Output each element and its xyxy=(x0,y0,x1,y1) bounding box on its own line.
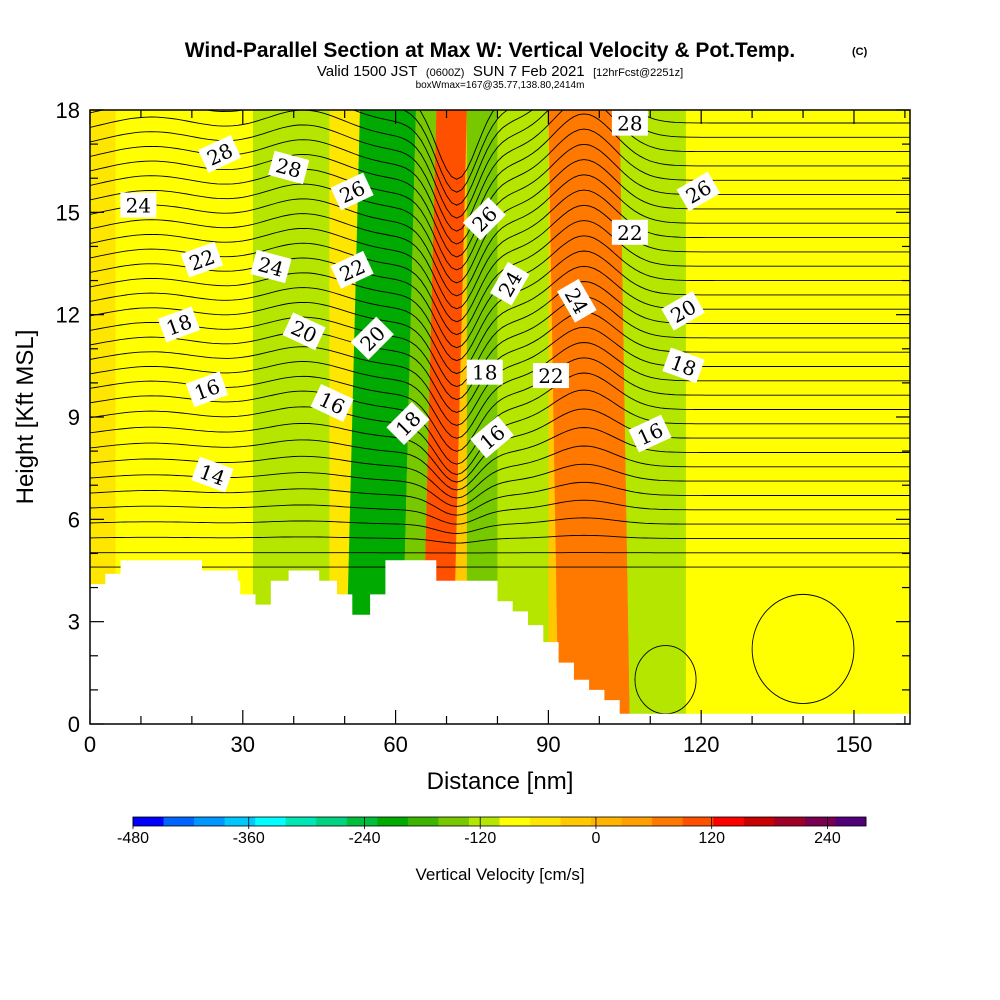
x-tick-label: 0 xyxy=(84,732,96,757)
colorbar-swatch xyxy=(530,817,561,826)
colorbar-title: Vertical Velocity [cm/s] xyxy=(415,865,584,884)
y-tick-label: 6 xyxy=(68,507,80,532)
colorbar-swatch xyxy=(163,817,195,826)
terrain xyxy=(90,560,910,724)
theta-contour xyxy=(90,499,910,525)
theta-contour xyxy=(90,372,910,465)
chart-title: Wind-Parallel Section at Max W: Vertical… xyxy=(185,39,796,62)
colorbar-swatch xyxy=(804,817,836,826)
theta-contour xyxy=(90,189,910,310)
colorbar-swatch xyxy=(346,817,378,826)
contour-label-text: 24 xyxy=(126,194,151,218)
colorbar-label: -240 xyxy=(348,830,380,847)
theta-contour xyxy=(90,265,910,375)
colorbar-swatch xyxy=(438,817,470,826)
colorbar-swatch xyxy=(713,817,745,826)
contour-label: 20 xyxy=(350,316,394,360)
x-tick-label: 90 xyxy=(536,732,560,757)
contour-label-text: 18 xyxy=(472,361,497,385)
contour-label: 22 xyxy=(532,363,569,389)
subtitle-date: SUN 7 Feb 2021 xyxy=(473,63,585,80)
subtitle-utc: (0600Z) xyxy=(426,67,465,79)
colorbar-swatch xyxy=(682,817,714,826)
colorbar-swatch xyxy=(835,817,867,826)
contour-label: 22 xyxy=(611,219,648,245)
colorbar-swatch xyxy=(652,817,684,826)
colorbar-swatch xyxy=(774,817,806,826)
colorbar-label: -360 xyxy=(233,830,265,847)
y-tick-label: 15 xyxy=(56,200,80,225)
theta-contour xyxy=(90,534,910,544)
theta-contour xyxy=(90,357,910,452)
title-mark: (C) xyxy=(852,46,868,58)
colorbar-swatch xyxy=(224,817,256,826)
y-axis-title: Height [Kft MSL] xyxy=(12,330,39,505)
x-tick-label: 30 xyxy=(231,732,255,757)
colorbar-label: -120 xyxy=(464,830,496,847)
theta-contour xyxy=(90,481,910,516)
contour-label: 18 xyxy=(157,306,201,343)
theta-contour xyxy=(90,110,910,206)
colorbar-swatch xyxy=(133,817,164,826)
colorbar-label: 0 xyxy=(591,830,600,847)
colorbar-swatch xyxy=(255,817,287,826)
velocity-band xyxy=(685,110,910,724)
colorbar-swatch xyxy=(621,817,653,826)
contour-label-text: 22 xyxy=(538,364,563,388)
x-tick-label: 120 xyxy=(683,732,720,757)
theta-contour xyxy=(402,110,509,193)
colorbar-label: 120 xyxy=(698,830,725,847)
velocity-band xyxy=(466,110,498,724)
theta-contour xyxy=(90,110,910,219)
theta-contour xyxy=(90,220,910,336)
chart-subtitle: Valid 1500 JST (0600Z) SUN 7 Feb 2021 [1… xyxy=(317,63,683,80)
theta-contour xyxy=(90,445,910,499)
theta-contour xyxy=(90,143,910,271)
colorbar-label: 240 xyxy=(814,830,841,847)
colorbar-swatch xyxy=(285,817,317,826)
colorbar-swatch xyxy=(468,817,500,826)
contour-label-text: 22 xyxy=(617,221,642,245)
theta-contour xyxy=(634,645,697,715)
subtitle-valid: Valid 1500 JST xyxy=(317,63,418,80)
x-tick-label: 60 xyxy=(383,732,407,757)
contour-label: 18 xyxy=(466,359,503,385)
colorbar-swatch xyxy=(743,817,775,826)
theta-contour xyxy=(90,311,910,413)
contour-label: 28 xyxy=(268,150,310,185)
contour-label: 28 xyxy=(611,110,648,136)
y-tick-label: 18 xyxy=(56,98,80,123)
theta-contour xyxy=(90,128,910,258)
theta-contour xyxy=(90,174,910,297)
y-tick-label: 12 xyxy=(56,303,80,328)
contour-label: 24 xyxy=(120,192,157,218)
theta-contour xyxy=(90,517,910,534)
y-tick-label: 3 xyxy=(68,610,80,635)
theta-contour xyxy=(90,250,910,362)
box-info: boxWmax=167@35.77,138.80,2414m xyxy=(416,80,585,91)
theta-contour xyxy=(90,427,910,491)
colorbar-swatch xyxy=(377,817,409,826)
subtitle-fcst: [12hrFcst@2251z] xyxy=(593,67,683,79)
theta-contour xyxy=(90,296,910,400)
colorbar-swatch xyxy=(407,817,439,826)
theta-contour xyxy=(90,281,910,387)
theta-contour xyxy=(90,204,910,323)
y-tick-label: 9 xyxy=(68,405,80,430)
colorbar: -480 -360 -240 -120 0 120 240 xyxy=(117,816,867,847)
x-axis-title: Distance [nm] xyxy=(427,768,574,795)
x-tick-label: 150 xyxy=(836,732,873,757)
colorbar-label: -480 xyxy=(117,830,149,847)
theta-contour xyxy=(751,593,855,704)
colorbar-swatch xyxy=(316,817,348,826)
colorbar-swatch xyxy=(560,817,592,826)
colorbar-swatch xyxy=(591,817,623,826)
y-tick-label: 0 xyxy=(68,712,80,737)
contour-label-text: 28 xyxy=(617,112,642,136)
colorbar-swatch xyxy=(194,817,226,826)
theta-contour xyxy=(90,342,910,439)
colorbar-swatch xyxy=(499,817,531,826)
